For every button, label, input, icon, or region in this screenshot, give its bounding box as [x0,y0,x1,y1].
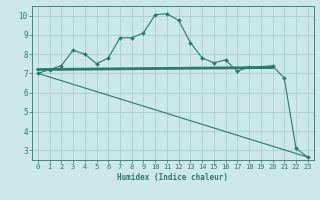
X-axis label: Humidex (Indice chaleur): Humidex (Indice chaleur) [117,173,228,182]
